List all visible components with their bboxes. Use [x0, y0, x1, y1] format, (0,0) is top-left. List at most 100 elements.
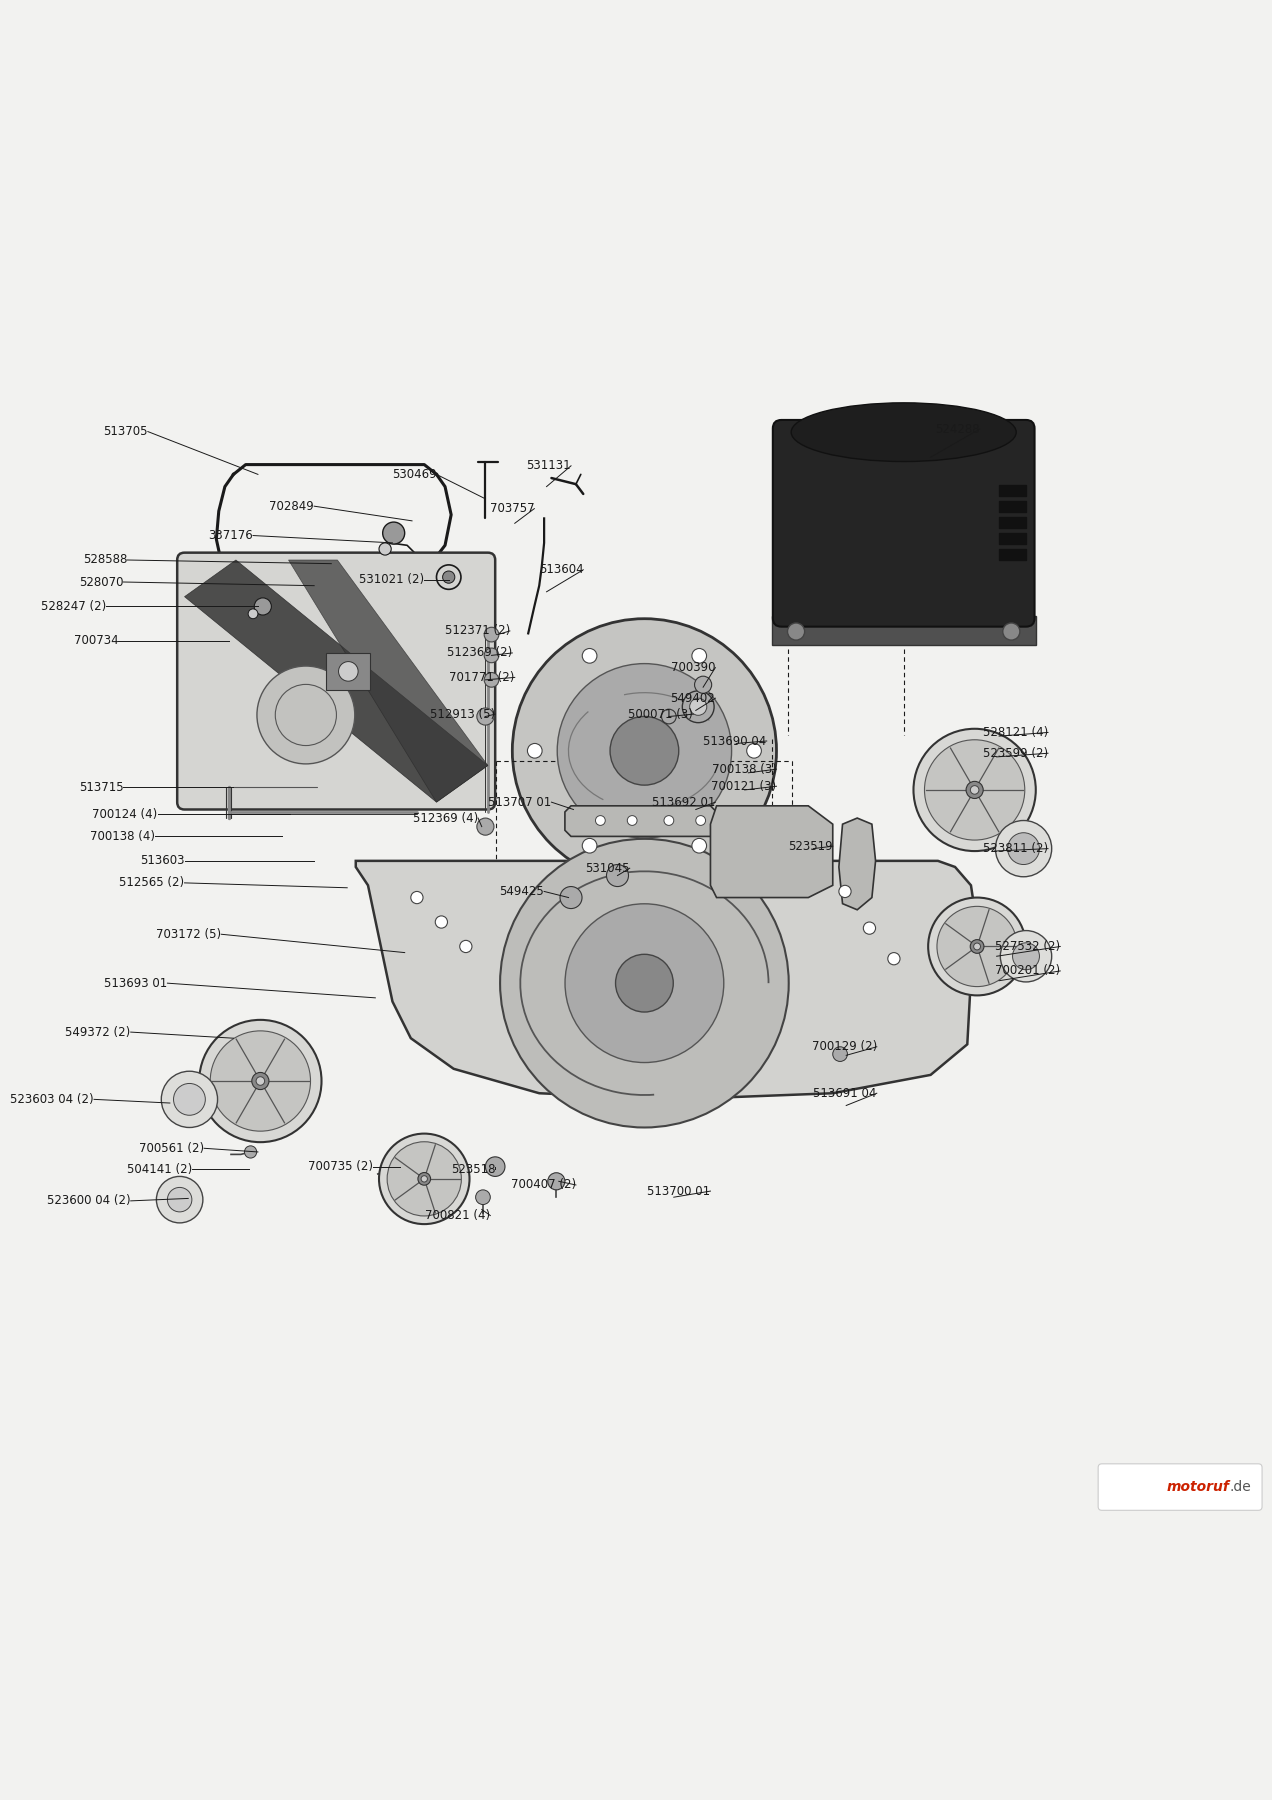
Text: 530469: 530469	[392, 468, 436, 481]
Circle shape	[888, 952, 901, 965]
Circle shape	[695, 677, 711, 693]
Circle shape	[965, 781, 983, 799]
Circle shape	[477, 707, 494, 725]
Text: 700734: 700734	[74, 634, 118, 648]
Text: 528070: 528070	[79, 576, 123, 589]
Circle shape	[411, 891, 424, 904]
Bar	[327, 653, 370, 689]
Text: 500071 (3): 500071 (3)	[628, 707, 693, 720]
Text: 700121 (3): 700121 (3)	[711, 779, 776, 792]
Text: 504141 (2): 504141 (2)	[127, 1163, 192, 1175]
Bar	[999, 486, 1027, 497]
Circle shape	[833, 1048, 847, 1062]
Circle shape	[664, 815, 674, 826]
Text: 513705: 513705	[103, 425, 148, 437]
Text: 337176: 337176	[209, 529, 253, 542]
Text: 700407 (2): 700407 (2)	[511, 1179, 576, 1192]
Circle shape	[513, 619, 776, 882]
Bar	[999, 549, 1027, 560]
Circle shape	[418, 1172, 431, 1184]
Text: 549372 (2): 549372 (2)	[65, 1026, 131, 1039]
Circle shape	[557, 664, 731, 839]
Circle shape	[476, 1190, 490, 1204]
Text: 512369 (2): 512369 (2)	[446, 646, 513, 659]
Circle shape	[379, 1134, 469, 1224]
Circle shape	[692, 839, 706, 853]
Circle shape	[248, 608, 258, 619]
Text: 513692 01: 513692 01	[653, 796, 715, 808]
Text: 513700 01: 513700 01	[647, 1184, 711, 1197]
Circle shape	[973, 943, 981, 950]
Text: 528121 (4): 528121 (4)	[983, 725, 1048, 740]
Text: 700390: 700390	[670, 661, 715, 675]
Text: 513603: 513603	[140, 855, 184, 868]
Circle shape	[1000, 931, 1052, 983]
Text: 702849: 702849	[270, 500, 314, 513]
Circle shape	[244, 1147, 257, 1157]
Bar	[999, 533, 1027, 544]
Circle shape	[254, 598, 271, 616]
Circle shape	[747, 743, 762, 758]
Circle shape	[252, 1073, 268, 1089]
Text: 703757: 703757	[490, 502, 534, 515]
Text: 513690 04: 513690 04	[703, 734, 767, 747]
Circle shape	[560, 887, 583, 909]
Text: 512369 (4): 512369 (4)	[413, 812, 478, 824]
Circle shape	[996, 821, 1052, 877]
Text: 523519: 523519	[789, 839, 833, 853]
Circle shape	[864, 922, 875, 934]
Circle shape	[421, 1175, 427, 1183]
Circle shape	[925, 740, 1025, 841]
Circle shape	[486, 1157, 505, 1177]
Text: 700735 (2): 700735 (2)	[308, 1161, 373, 1174]
Text: 523599 (2): 523599 (2)	[983, 747, 1048, 760]
Bar	[999, 517, 1027, 527]
Circle shape	[200, 1021, 322, 1143]
Polygon shape	[711, 806, 833, 898]
Circle shape	[168, 1188, 192, 1211]
Circle shape	[583, 839, 597, 853]
Circle shape	[256, 1076, 265, 1085]
Circle shape	[787, 623, 805, 641]
Circle shape	[1002, 623, 1020, 641]
Circle shape	[392, 1161, 408, 1177]
Circle shape	[1013, 943, 1039, 970]
Text: 523603 04 (2): 523603 04 (2)	[10, 1093, 94, 1105]
Circle shape	[627, 815, 637, 826]
Text: 513707 01: 513707 01	[488, 796, 552, 808]
Circle shape	[435, 916, 448, 929]
Text: 528247 (2): 528247 (2)	[41, 599, 107, 614]
Polygon shape	[565, 806, 716, 837]
Text: 700201 (2): 700201 (2)	[995, 965, 1061, 977]
Text: 549425: 549425	[500, 886, 544, 898]
Text: motoruf: motoruf	[1166, 1480, 1229, 1494]
Text: 523811 (2): 523811 (2)	[983, 842, 1048, 855]
Text: 513715: 513715	[79, 781, 123, 794]
Circle shape	[937, 907, 1018, 986]
Circle shape	[485, 648, 499, 662]
Text: 549402: 549402	[670, 691, 715, 704]
Circle shape	[485, 673, 499, 688]
Circle shape	[661, 709, 677, 724]
Circle shape	[443, 571, 455, 583]
Circle shape	[565, 904, 724, 1062]
Circle shape	[173, 1084, 205, 1116]
Text: 513604: 513604	[538, 563, 584, 576]
Circle shape	[696, 815, 706, 826]
Text: 513691 04: 513691 04	[813, 1087, 876, 1100]
Text: 528588: 528588	[83, 553, 127, 567]
Circle shape	[838, 886, 851, 898]
FancyBboxPatch shape	[177, 553, 495, 810]
Circle shape	[162, 1071, 218, 1127]
Circle shape	[913, 729, 1035, 851]
Text: 531131: 531131	[527, 459, 571, 472]
Text: 512371 (2): 512371 (2)	[445, 625, 510, 637]
Text: 700138 (3): 700138 (3)	[711, 763, 776, 776]
Circle shape	[338, 662, 359, 680]
Bar	[999, 500, 1027, 513]
Polygon shape	[356, 860, 974, 1100]
Circle shape	[383, 522, 404, 544]
Bar	[772, 616, 1035, 644]
Text: 531045: 531045	[585, 862, 630, 875]
Text: 700129 (2): 700129 (2)	[812, 1040, 876, 1053]
